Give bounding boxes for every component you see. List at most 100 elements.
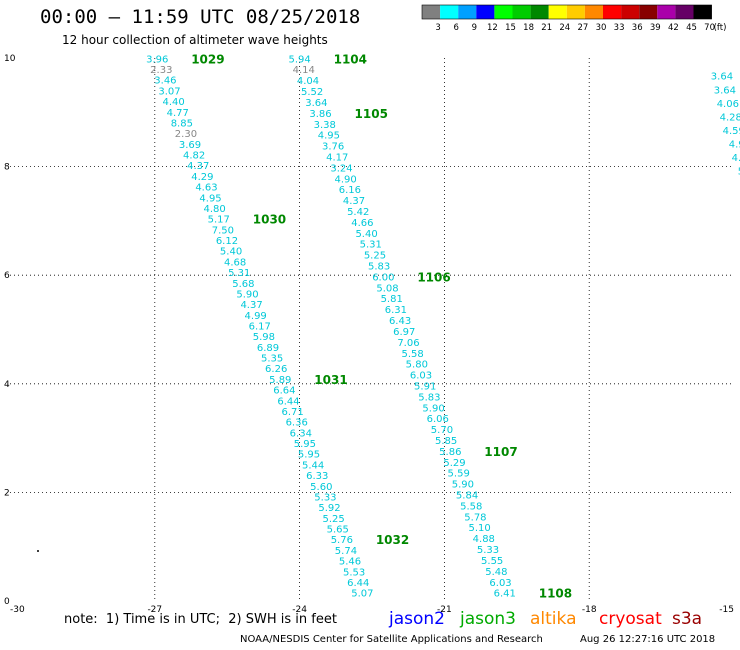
wave-height-label: 5.68: [232, 279, 254, 290]
wave-height-label: 7.06: [397, 338, 419, 349]
wave-height-label: 6.16: [339, 185, 361, 196]
color-scale-label: 15: [505, 23, 516, 33]
wave-height-label: 3.64: [305, 98, 327, 109]
wave-height-label: 5.10: [468, 523, 490, 534]
altimeter-track: 3.962.333.463.074.404.778.852.303.694.82…: [146, 52, 409, 599]
pass-time-label: 1029: [191, 52, 224, 66]
wave-height-label: 6.44: [347, 578, 369, 589]
wave-height-label: 4.99: [245, 311, 267, 322]
wave-height-label: 5.81: [381, 294, 403, 305]
wave-height-label: 5.86: [439, 447, 461, 458]
color-scale-label: 9: [472, 23, 477, 33]
color-scale-label: 33: [614, 23, 625, 33]
wave-height-label: 5.83: [368, 262, 390, 273]
wave-height-label: 5.90: [422, 403, 444, 414]
wave-height-label: 5.25: [364, 251, 386, 262]
wave-height-label: 4.82: [183, 151, 205, 162]
coast-dot: [37, 550, 39, 552]
wave-height-label: 5.92: [318, 503, 340, 514]
wave-height-label: 5.31: [360, 240, 382, 251]
wave-height-label: 5.80: [406, 360, 428, 371]
wave-height-label: 5.31: [228, 268, 250, 279]
wave-height-label: 4.90: [335, 174, 357, 185]
x-tick-label: -15: [719, 605, 734, 615]
wave-height-label: 5.48: [485, 567, 507, 578]
x-tick-label: -18: [582, 605, 597, 615]
wave-height-label: 4.95: [318, 131, 340, 142]
wave-height-label: 5.70: [431, 425, 453, 436]
wave-height-label: 5.53: [343, 567, 365, 578]
wave-height-label: 5.42: [347, 207, 369, 218]
page-subtitle: 12 hour collection of altimeter wave hei…: [62, 33, 328, 47]
wave-height-label: 6.31: [385, 305, 407, 316]
wave-height-label: 8.85: [171, 118, 193, 129]
wave-height-label: 5.89: [269, 375, 291, 386]
footer-note: note: 1) Time is in UTC; 2) SWH is in fe…: [64, 612, 337, 627]
color-scale-label: 3: [435, 23, 440, 33]
wave-height-label: 5.90: [236, 289, 258, 300]
wave-height-label: 4.66: [351, 218, 373, 229]
wave-height-label: 4.17: [326, 152, 348, 163]
wave-height-label: 3.07: [158, 86, 180, 97]
wave-height-label: 5.44: [302, 460, 324, 471]
color-scale-swatch: [584, 5, 603, 19]
color-scale-swatch: [621, 5, 640, 19]
color-scale-label: 39: [650, 23, 661, 33]
color-scale-label: 42: [668, 23, 679, 33]
footer-timestamp: Aug 26 12:27:16 UTC 2018: [580, 634, 716, 645]
color-scale-border: [421, 4, 712, 20]
x-tick-label: -30: [10, 605, 25, 615]
y-tick-label: 4: [4, 380, 10, 390]
y-tick-label: 8: [4, 163, 10, 173]
wave-height-label: 6.71: [281, 407, 303, 418]
wave-height-label: 2.30: [175, 129, 197, 140]
wave-height-label: 4.40: [162, 97, 184, 108]
wave-height-label: 4.37: [343, 196, 365, 207]
y-tick-label: 0: [4, 597, 10, 607]
wave-height-label: 3.46: [154, 76, 176, 87]
pass-time-label: 1108: [539, 587, 572, 601]
satellite-cryosat: cryosat: [599, 609, 662, 629]
satellite-s3a: s3a: [672, 609, 703, 629]
wave-height-label: 4.9: [729, 140, 740, 151]
wave-height-label: 5.: [738, 167, 740, 178]
color-scale-swatch: [693, 5, 712, 19]
color-scale-swatch: [548, 5, 567, 19]
wave-height-label: 5.78: [464, 512, 486, 523]
wave-height-label: 5.85: [435, 436, 457, 447]
color-scale-swatch: [530, 5, 549, 19]
y-tick-label: 2: [4, 488, 10, 498]
wave-height-label: 4.06: [717, 99, 739, 110]
wave-height-label: 3.86: [309, 109, 331, 120]
wave-height-label: 5.07: [351, 589, 373, 600]
wave-height-label: 6.41: [494, 589, 516, 600]
color-scale-label: 27: [577, 23, 588, 33]
color-scale-label: 45: [686, 23, 697, 33]
color-scale-swatch: [494, 5, 513, 19]
wave-height-label: 6.03: [410, 371, 432, 382]
wave-height-label: 5.58: [460, 501, 482, 512]
wave-height-label: 5.95: [294, 439, 316, 450]
wave-height-label: 6.64: [273, 386, 295, 397]
wave-height-label: 5.55: [481, 556, 503, 567]
satellite-altika: altika: [530, 609, 577, 629]
pass-time-label: 1107: [484, 445, 517, 459]
wave-height-label: 6.44: [277, 396, 299, 407]
color-scale-label: 12: [487, 23, 498, 33]
wave-height-label: 6.12: [216, 236, 238, 247]
grid-layer: [10, 58, 734, 601]
altimeter-track: 3.643.644.064.284.594.94.75.5.5.: [711, 72, 740, 178]
wave-height-label: 6.97: [393, 327, 415, 338]
wave-height-label: 4.59: [723, 126, 740, 137]
x-tick-label: -21: [437, 605, 452, 615]
wave-height-label: 7.50: [212, 225, 234, 236]
color-scale-swatch: [657, 5, 676, 19]
wave-height-label: 5.84: [456, 491, 478, 502]
wave-height-label: 4.63: [195, 183, 217, 194]
pass-time-label: 1104: [334, 52, 367, 66]
wave-height-label: 4.77: [167, 108, 189, 119]
wave-height-label: 5.90: [452, 480, 474, 491]
color-scale-swatch: [440, 5, 459, 19]
color-scale-label: 36: [632, 23, 643, 33]
color-scale-swatch: [458, 5, 477, 19]
